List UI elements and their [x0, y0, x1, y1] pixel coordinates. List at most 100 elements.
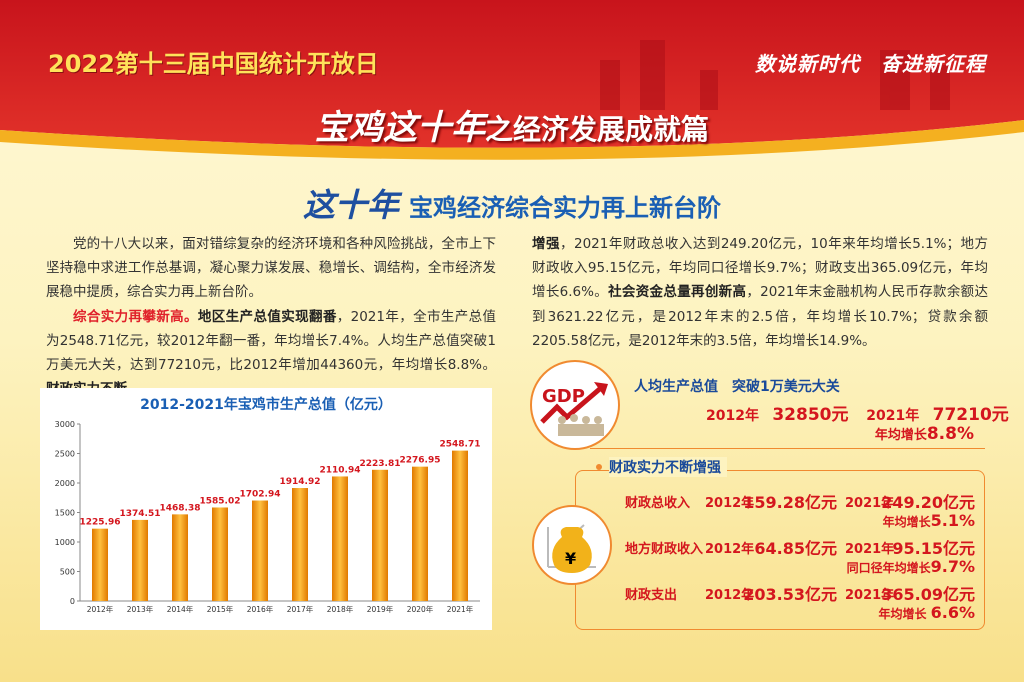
gdp-growth: 年均增长8.8%	[875, 424, 974, 444]
y-tick-label: 2500	[55, 450, 75, 459]
gdp-title: 人均生产总值 突破1万美元大关	[634, 379, 840, 395]
value-2021: 249.20亿元	[881, 493, 975, 512]
bar	[412, 466, 428, 601]
growth-label: 年均增长	[882, 515, 931, 529]
bold-text: 社会资金总量再创新高	[608, 284, 747, 301]
year: 2012年	[706, 408, 759, 424]
money-bag-icon: ¥	[532, 505, 612, 585]
growth: 年均增长5.1%	[883, 511, 975, 530]
growth-label: 同口径年均增长	[846, 561, 931, 575]
x-tick-label: 2021年	[447, 604, 474, 614]
value-2012: 203.53亿元	[743, 585, 837, 604]
paragraph-2: 综合实力再攀新高。地区生产总值实现翻番，2021年，全市生产总值为2548.71…	[46, 305, 496, 402]
bar	[92, 528, 108, 601]
bold-text: 增强	[532, 236, 560, 252]
data-label: 2223.81	[360, 459, 401, 469]
row-name: 财政总收入	[625, 496, 691, 511]
bar	[452, 450, 468, 601]
bar	[132, 519, 148, 601]
growth: 同口径年均增长9.7%	[847, 557, 975, 576]
growth-value: 6.6%	[930, 603, 975, 622]
divider	[590, 448, 985, 449]
y-tick-label: 500	[60, 568, 75, 577]
text: ，2021年财政总收入达到249.20亿元，10年来年均增长5.1%；地方财政收…	[532, 236, 988, 301]
y-tick-label: 1500	[55, 509, 75, 518]
growth: 年均增长 6.6%	[878, 603, 975, 622]
year: 2021年	[866, 408, 920, 424]
right-text: 增强，2021年财政总收入达到249.20亿元，10年来年均增长5.1%；地方财…	[532, 232, 988, 353]
value-2012: 64.85亿元	[754, 539, 837, 558]
gdp-chart: 2012-2021年宝鸡市生产总值（亿元） 0 500 1000 1500 2000 25…	[40, 388, 492, 630]
x-tick-label: 2012年	[87, 604, 114, 614]
x-tick-label: 2019年	[367, 604, 394, 614]
gdp-icon: GDP	[530, 360, 620, 450]
y-tick-label: 3000	[55, 420, 75, 429]
x-tick-label: 2017年	[287, 604, 314, 614]
growth-value: 9.7%	[930, 557, 975, 576]
year: 2021年	[845, 542, 895, 557]
fiscal-title: 财政实力不断增强	[609, 457, 727, 477]
data-label: 2110.94	[320, 465, 361, 475]
bold-text: 地区生产总值实现翻番	[197, 308, 337, 325]
bar	[212, 507, 228, 601]
value-2012: 159.28亿元	[743, 493, 837, 512]
section-subtitle: 这十年 宝鸡经济综合实力再上新台阶	[0, 180, 1024, 226]
text: ，2021年，全市生产总值为2548.71亿元，较2012年翻一番，年均增长7.…	[46, 308, 497, 374]
title-rest: 之经济发展成就篇	[484, 113, 709, 146]
y-tick-label: 1000	[55, 538, 75, 547]
data-label: 1585.02	[200, 496, 241, 506]
data-label: 1468.38	[160, 503, 201, 513]
data-label: 2276.95	[400, 456, 441, 466]
data-label: 1914.92	[280, 477, 321, 487]
year: 2021年	[845, 496, 895, 511]
value-2021: 95.15亿元	[892, 539, 975, 558]
x-tick-label: 2016年	[247, 604, 274, 614]
growth-value: 5.1%	[930, 511, 975, 530]
data-label: 1374.51	[120, 509, 161, 519]
gdp-values: 2012年 32850元 2021年 77210元	[706, 400, 1009, 425]
growth-value: 8.8%	[926, 424, 974, 444]
header-banner	[0, 0, 1024, 160]
data-label: 2548.71	[440, 440, 481, 450]
data-label: 1702.94	[240, 490, 281, 500]
main-title: 宝鸡这十年之经济发展成就篇	[0, 100, 1024, 149]
row-name: 财政支出	[625, 588, 678, 603]
chart-title: 2012-2021年宝鸡市生产总值（亿元）	[140, 397, 392, 413]
value: 77210元	[932, 405, 1009, 425]
bar	[332, 476, 348, 601]
bar	[252, 500, 268, 601]
x-tick-label: 2013年	[127, 604, 154, 614]
bullet-dot	[596, 464, 602, 470]
event-title: 2022第十三届中国统计开放日	[48, 50, 379, 78]
year: 2012年	[705, 588, 755, 603]
bar	[172, 514, 188, 601]
x-tick-label: 2018年	[327, 604, 354, 614]
year: 2012年	[705, 496, 755, 511]
growth-label: 年均增长	[874, 428, 927, 443]
x-tick-label: 2014年	[167, 604, 194, 614]
bar	[292, 488, 308, 601]
data-label: 1225.96	[80, 518, 121, 528]
y-tick-label: 0	[70, 597, 75, 606]
row-name: 地方财政收入	[625, 542, 704, 557]
value-2021: 365.09亿元	[881, 585, 975, 604]
subtitle-rest: 宝鸡经济综合实力再上新台阶	[409, 194, 721, 222]
bar	[372, 469, 388, 601]
x-tick-label: 2015年	[207, 604, 234, 614]
x-tick-label: 2020年	[407, 604, 434, 614]
left-text: 党的十八大以来，面对错综复杂的经济环境和各种风险挑战，全市上下坚持稳中求进工作总…	[46, 232, 496, 401]
highlight-red: 综合实力再攀新高。	[73, 308, 198, 325]
subtitle-highlight: 这十年	[302, 186, 399, 224]
y-tick-label: 2000	[55, 479, 75, 488]
svg-text:GDP: GDP	[542, 386, 585, 407]
chart-svg: 0 500 1000 1500 2000 2500 3000 1225.96 2012年 1374…	[55, 420, 481, 614]
year: 2021年	[845, 588, 895, 603]
paragraph-1: 党的十八大以来，面对错综复杂的经济环境和各种风险挑战，全市上下坚持稳中求进工作总…	[46, 236, 496, 301]
value: 32850元	[772, 405, 849, 425]
text: ，2021年末金融机构人民币存款余额达到3621.22亿元，是2012年末的2.…	[532, 284, 988, 349]
slogan: 数说新时代 奋进新征程	[755, 52, 986, 76]
svg-text:¥: ¥	[565, 549, 576, 568]
title-highlight: 宝鸡这十年	[314, 108, 485, 148]
year: 2012年	[705, 542, 755, 557]
growth-label: 年均增长	[878, 607, 931, 621]
